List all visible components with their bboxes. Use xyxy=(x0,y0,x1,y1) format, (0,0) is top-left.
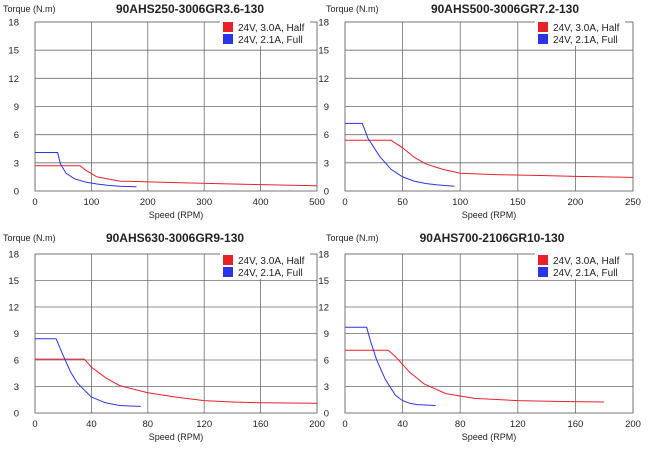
legend-label: 24V, 2.1A, Full xyxy=(553,35,618,46)
x-tick-label: 0 xyxy=(342,419,347,430)
chart-title: 90AHS630-3006GR9-130 xyxy=(106,231,244,245)
chart-panel-1: 0 100 200 300 400 500 0 3 6 9 12 15 18 90AHS250-3006G… xyxy=(3,2,325,220)
x-tick-label: 100 xyxy=(83,197,99,208)
x-tick-label: 500 xyxy=(309,197,325,208)
legend-swatch xyxy=(223,34,233,44)
chart-title: 90AHS500-3006GR7.2-130 xyxy=(431,2,579,16)
x-tick-label: 40 xyxy=(397,419,408,430)
x-tick-label: 50 xyxy=(397,197,408,208)
legend-swatch xyxy=(223,22,233,32)
y-tick-label: 6 xyxy=(14,356,19,367)
legend-background xyxy=(220,20,310,46)
y-tick-label: 18 xyxy=(8,250,19,261)
chart-title: 90AHS250-3006GR3.6-130 xyxy=(116,2,264,16)
x-axis-label: Speed (RPM) xyxy=(149,432,204,442)
y-tick-label: 12 xyxy=(8,74,19,85)
x-axis-label: Speed (RPM) xyxy=(462,432,517,442)
x-tick-label: 150 xyxy=(510,197,526,208)
y-tick-label: 3 xyxy=(14,382,19,393)
x-tick-label: 100 xyxy=(452,197,468,208)
y-tick-label: 12 xyxy=(318,303,329,314)
y-tick-label: 0 xyxy=(324,187,329,198)
y-tick-label: 15 xyxy=(8,276,19,287)
legend-swatch xyxy=(223,267,233,277)
x-tick-label: 160 xyxy=(253,419,269,430)
y-axis-label: Torque (N.m) xyxy=(326,233,379,243)
y-tick-label: 0 xyxy=(14,409,19,420)
y-axis-label: Torque (N.m) xyxy=(326,4,379,14)
chart-panel-2: 0 50 100 150 200 250 0 3 6 9 12 15 18 90AHS500-3006GR… xyxy=(318,2,641,220)
legend-label: 24V, 2.1A, Full xyxy=(553,268,618,279)
legend-label: 24V, 3.0A, Half xyxy=(553,256,620,267)
x-tick-label: 120 xyxy=(196,419,212,430)
y-tick-label: 9 xyxy=(324,329,329,340)
y-tick-label: 18 xyxy=(318,250,329,261)
y-tick-label: 9 xyxy=(14,329,19,340)
legend-label: 24V, 2.1A, Full xyxy=(238,268,303,279)
legend-label: 24V, 2.1A, Full xyxy=(238,35,303,46)
x-tick-label: 160 xyxy=(567,419,583,430)
legend-swatch xyxy=(538,22,548,32)
y-tick-label: 12 xyxy=(318,74,329,85)
x-tick-label: 80 xyxy=(455,419,466,430)
y-tick-label: 6 xyxy=(14,130,19,141)
y-tick-label: 3 xyxy=(324,158,329,169)
chart-panel-3: 0 40 80 120 160 200 0 3 6 9 12 15 18 90AHS630-3006GR9… xyxy=(3,231,325,442)
x-tick-label: 80 xyxy=(143,419,154,430)
x-tick-label: 200 xyxy=(309,419,325,430)
y-tick-label: 15 xyxy=(8,46,19,57)
legend-label: 24V, 3.0A, Half xyxy=(238,23,305,34)
x-tick-label: 0 xyxy=(342,197,347,208)
series-line-1 xyxy=(345,349,605,403)
x-tick-label: 400 xyxy=(253,197,269,208)
y-tick-label: 0 xyxy=(14,187,19,198)
legend-swatch xyxy=(538,34,548,44)
x-tick-label: 200 xyxy=(625,419,641,430)
y-tick-label: 9 xyxy=(14,102,19,113)
series-line-1 xyxy=(35,358,318,404)
y-tick-label: 9 xyxy=(324,102,329,113)
x-tick-label: 120 xyxy=(510,419,526,430)
legend-background xyxy=(535,253,625,279)
series-line-2 xyxy=(345,122,455,187)
y-axis-label: Torque (N.m) xyxy=(3,4,56,14)
y-tick-label: 18 xyxy=(318,18,329,29)
x-axis-label: Speed (RPM) xyxy=(149,210,204,220)
chart-panel-4: 0 40 80 120 160 200 0 3 6 9 12 15 18 90AHS700-2106GR1… xyxy=(318,231,641,442)
y-tick-label: 15 xyxy=(318,46,329,57)
series-line-2 xyxy=(345,326,436,406)
y-tick-label: 6 xyxy=(324,130,329,141)
y-axis-label: Torque (N.m) xyxy=(3,233,56,243)
x-tick-label: 250 xyxy=(625,197,641,208)
x-tick-label: 300 xyxy=(196,197,212,208)
legend-background xyxy=(220,253,310,279)
y-tick-label: 12 xyxy=(8,303,19,314)
legend-label: 24V, 3.0A, Half xyxy=(553,23,620,34)
legend-swatch xyxy=(538,255,548,265)
series-line-1 xyxy=(35,165,318,187)
legend-swatch xyxy=(223,255,233,265)
legend-swatch xyxy=(538,267,548,277)
legend-background xyxy=(535,20,625,46)
x-tick-label: 40 xyxy=(86,419,97,430)
x-tick-label: 200 xyxy=(567,197,583,208)
y-tick-label: 15 xyxy=(318,276,329,287)
series-line-1 xyxy=(345,139,634,178)
y-tick-label: 6 xyxy=(324,356,329,367)
series-line-2 xyxy=(35,338,141,407)
chart-title: 90AHS700-2106GR10-130 xyxy=(420,231,565,245)
legend-label: 24V, 3.0A, Half xyxy=(238,256,305,267)
x-tick-label: 0 xyxy=(32,197,37,208)
y-tick-label: 3 xyxy=(324,382,329,393)
y-tick-label: 3 xyxy=(14,158,19,169)
x-tick-label: 0 xyxy=(32,419,37,430)
series-line-2 xyxy=(35,152,137,188)
x-tick-label: 200 xyxy=(140,197,156,208)
y-tick-label: 18 xyxy=(8,18,19,29)
y-tick-label: 0 xyxy=(324,409,329,420)
x-axis-label: Speed (RPM) xyxy=(462,210,517,220)
